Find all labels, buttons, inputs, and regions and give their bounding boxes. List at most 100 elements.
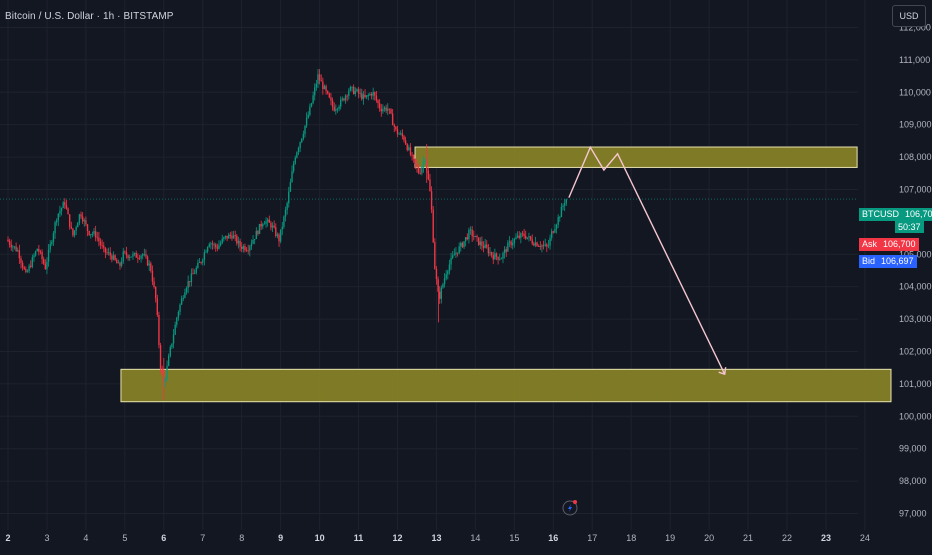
bid-value: 106,697 bbox=[878, 255, 917, 268]
candle-body bbox=[161, 368, 163, 373]
candle-body bbox=[447, 271, 449, 275]
candle-body bbox=[133, 253, 136, 254]
candle-body bbox=[354, 91, 357, 94]
candle-body bbox=[228, 234, 230, 239]
candle-body bbox=[414, 158, 417, 164]
candle-body bbox=[226, 235, 228, 239]
candle-body bbox=[154, 286, 157, 299]
candle-body bbox=[481, 241, 483, 246]
chart-title: Bitcoin / U.S. Dollar · 1h · BITSTAMP bbox=[5, 11, 174, 22]
candle-body bbox=[563, 203, 566, 206]
candle-body bbox=[562, 205, 564, 207]
time-tick-label: 11 bbox=[354, 533, 364, 543]
candle-body bbox=[486, 244, 488, 248]
time-tick-label: 24 bbox=[860, 533, 870, 543]
candle-body bbox=[393, 125, 395, 127]
candle-body bbox=[463, 241, 465, 248]
candle-body bbox=[255, 230, 258, 240]
price-tick-label: 108,000 bbox=[899, 152, 932, 162]
resistance-zone[interactable] bbox=[414, 146, 858, 168]
candle-body bbox=[190, 273, 193, 283]
replay-icon[interactable] bbox=[562, 500, 578, 516]
candle-body bbox=[64, 202, 66, 205]
candle-body bbox=[93, 231, 95, 234]
candle-body bbox=[292, 163, 295, 172]
candle-body bbox=[304, 125, 306, 135]
candle-body bbox=[273, 225, 275, 228]
candle-body bbox=[473, 236, 475, 237]
candle-body bbox=[559, 217, 561, 218]
candle-body bbox=[114, 255, 116, 260]
candle-body bbox=[490, 252, 493, 256]
ask-tag: Ask 106,700 bbox=[859, 238, 919, 251]
candle-body bbox=[68, 214, 71, 227]
candle-body bbox=[523, 233, 525, 236]
candle-body bbox=[85, 220, 87, 225]
candle-body bbox=[343, 98, 345, 101]
candle-body bbox=[96, 237, 98, 239]
projection-path[interactable] bbox=[568, 145, 726, 375]
support-zone[interactable] bbox=[120, 368, 892, 403]
candle-body bbox=[357, 89, 360, 94]
candle-body bbox=[296, 152, 298, 158]
candle-body bbox=[224, 235, 227, 238]
currency-button[interactable]: USD bbox=[892, 5, 926, 27]
candle-body bbox=[257, 230, 259, 235]
candle-body bbox=[195, 267, 197, 273]
time-tick-label: 23 bbox=[821, 533, 831, 543]
candle-body bbox=[500, 258, 503, 260]
candle-body bbox=[263, 223, 266, 225]
price-tick-label: 110,000 bbox=[899, 87, 931, 97]
candle-body bbox=[339, 99, 342, 107]
candle-body bbox=[541, 245, 543, 247]
candle-body bbox=[554, 228, 556, 233]
candle-body bbox=[312, 95, 314, 104]
time-tick-label: 13 bbox=[431, 533, 441, 543]
candle-body bbox=[544, 244, 546, 246]
candle-body bbox=[318, 74, 321, 81]
candle-body bbox=[41, 251, 43, 260]
candle-body bbox=[344, 95, 347, 101]
candle-body bbox=[529, 236, 532, 240]
candle-body bbox=[44, 263, 47, 270]
candle-body bbox=[221, 238, 223, 243]
candle-body bbox=[555, 224, 558, 229]
candle-body bbox=[51, 241, 53, 244]
candle-body bbox=[36, 248, 38, 252]
last-price-value: 106,703 bbox=[905, 209, 932, 219]
candle-body bbox=[299, 142, 301, 149]
candle-body bbox=[176, 317, 178, 325]
candle-body bbox=[396, 129, 399, 134]
candle-body bbox=[413, 154, 415, 159]
candle-body bbox=[297, 148, 300, 153]
candle-body bbox=[387, 108, 389, 111]
candle-body bbox=[52, 233, 55, 242]
candle-body bbox=[390, 109, 392, 114]
candle-body bbox=[497, 256, 499, 260]
candle-body bbox=[197, 262, 199, 268]
candle-body bbox=[422, 161, 425, 168]
candle-body bbox=[179, 304, 181, 312]
candle-body bbox=[503, 249, 506, 254]
candle-body bbox=[65, 204, 68, 209]
candle-body bbox=[487, 247, 490, 254]
candle-body bbox=[549, 237, 551, 246]
candle-body bbox=[208, 244, 210, 248]
candle-body bbox=[192, 273, 194, 275]
candle-body bbox=[302, 134, 305, 139]
candle-body bbox=[531, 239, 533, 244]
candle-body bbox=[276, 234, 279, 236]
candle-body bbox=[104, 247, 107, 253]
candle-body bbox=[505, 249, 507, 252]
candle-body bbox=[565, 199, 567, 204]
candle-body bbox=[145, 254, 147, 257]
candle-body bbox=[417, 167, 420, 173]
candle-body bbox=[182, 297, 184, 299]
candle-body bbox=[231, 235, 233, 239]
candle-body bbox=[23, 267, 25, 270]
last-price-tag: BTCUSD 106,703 bbox=[859, 208, 932, 221]
candle-body bbox=[406, 144, 408, 150]
candle-body bbox=[310, 103, 313, 107]
